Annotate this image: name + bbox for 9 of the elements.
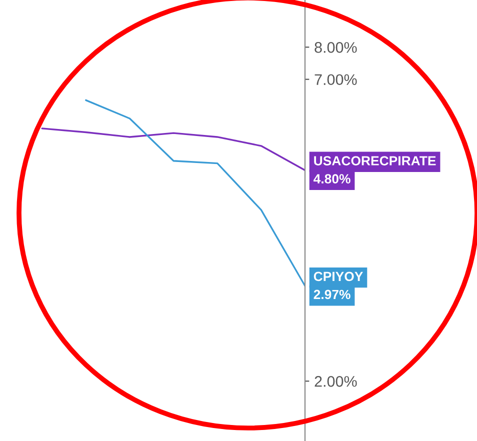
- line-series: [85, 99, 305, 287]
- line-series: [41, 128, 305, 172]
- y-tick-label: 2.00%: [314, 376, 357, 387]
- data-label: 4.80%: [314, 174, 350, 184]
- series-label: USACORECPIRATE: [314, 156, 436, 166]
- series-label: CPIYOY: [314, 272, 363, 282]
- y-tick-label: 8.00%: [314, 42, 357, 53]
- y-tick-label: 7.00%: [314, 74, 357, 86]
- data-label: 2.97%: [314, 290, 350, 300]
